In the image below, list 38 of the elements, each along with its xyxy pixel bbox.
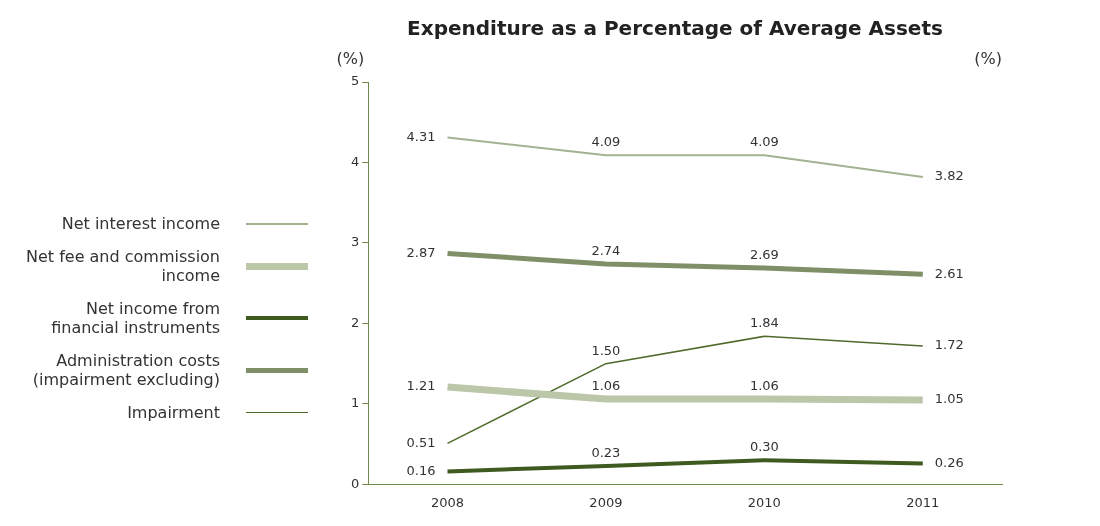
y-axis-title: (%) [336, 49, 365, 69]
data-label: 2.69 [749, 246, 779, 262]
data-label: 4.09 [749, 134, 779, 150]
data-label: 1.05 [934, 391, 964, 407]
data-label: 3.82 [934, 168, 964, 184]
data-label: 1.06 [749, 377, 779, 393]
data-label: 1.50 [591, 342, 621, 358]
y-tick-label: 2 [350, 314, 360, 330]
x-tick-label: 2010 [747, 494, 781, 510]
data-label: 1.84 [749, 315, 779, 331]
data-label: 0.51 [406, 434, 436, 450]
data-label: 1.72 [934, 337, 964, 353]
data-label: 0.26 [934, 454, 964, 470]
chart-title: Expenditure as a Percentage of Average Assets [407, 16, 943, 41]
data-label: 2.74 [591, 242, 621, 258]
x-tick-label: 2009 [589, 494, 623, 510]
y-tick-label: 0 [350, 475, 360, 491]
y-tick-label: 4 [350, 153, 360, 169]
legend-label: Net interest income [61, 214, 220, 233]
legend-label: Net income from financial instruments [50, 299, 220, 337]
data-label: 2.61 [934, 265, 964, 281]
data-label: 2.87 [406, 244, 436, 260]
data-label: 4.31 [406, 128, 436, 144]
x-tick-label: 2011 [906, 494, 940, 510]
data-label: 0.23 [591, 444, 621, 460]
x-tick-label: 2008 [430, 494, 465, 510]
y-tick-label: 3 [350, 234, 360, 250]
legend-label: Net fee and commission income [25, 247, 220, 285]
y-tick-label: 5 [350, 73, 360, 89]
legend-label: Administration costs (impairment excluding) [31, 351, 220, 389]
data-label: 0.16 [406, 462, 436, 478]
legend-label: Impairment [127, 403, 220, 422]
y2-axis-title: (%) [974, 49, 1002, 69]
data-label: 1.06 [591, 377, 621, 393]
data-label: 1.21 [406, 378, 436, 394]
data-label: 0.30 [749, 439, 779, 455]
y-tick-label: 1 [350, 395, 360, 411]
data-label: 4.09 [591, 134, 621, 150]
